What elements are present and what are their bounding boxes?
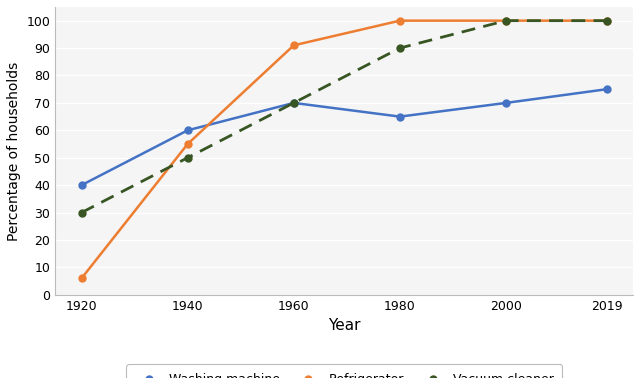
Washing machine: [603, 87, 611, 91]
Washing machine: [290, 101, 298, 105]
Vacuum cleaner: [77, 210, 85, 215]
Washing machine: [396, 115, 404, 119]
Refrigerator: [184, 142, 191, 146]
Vacuum cleaner: [290, 101, 298, 105]
Refrigerator: [77, 276, 85, 280]
Vacuum cleaner: [184, 155, 191, 160]
Refrigerator: [603, 19, 611, 23]
Y-axis label: Percentage of households: Percentage of households: [7, 61, 21, 240]
Refrigerator: [502, 19, 510, 23]
Washing machine: [184, 128, 191, 133]
Washing machine: [77, 183, 85, 187]
Vacuum cleaner: [396, 46, 404, 50]
Legend: Washing machine, Refrigerator, Vacuum cleaner: Washing machine, Refrigerator, Vacuum cl…: [126, 364, 562, 378]
Line: Vacuum cleaner: Vacuum cleaner: [78, 17, 611, 216]
Refrigerator: [396, 19, 404, 23]
Vacuum cleaner: [502, 19, 510, 23]
Line: Refrigerator: Refrigerator: [78, 17, 611, 282]
Line: Washing machine: Washing machine: [78, 86, 611, 189]
Washing machine: [502, 101, 510, 105]
Refrigerator: [290, 43, 298, 48]
X-axis label: Year: Year: [328, 318, 360, 333]
Vacuum cleaner: [603, 19, 611, 23]
